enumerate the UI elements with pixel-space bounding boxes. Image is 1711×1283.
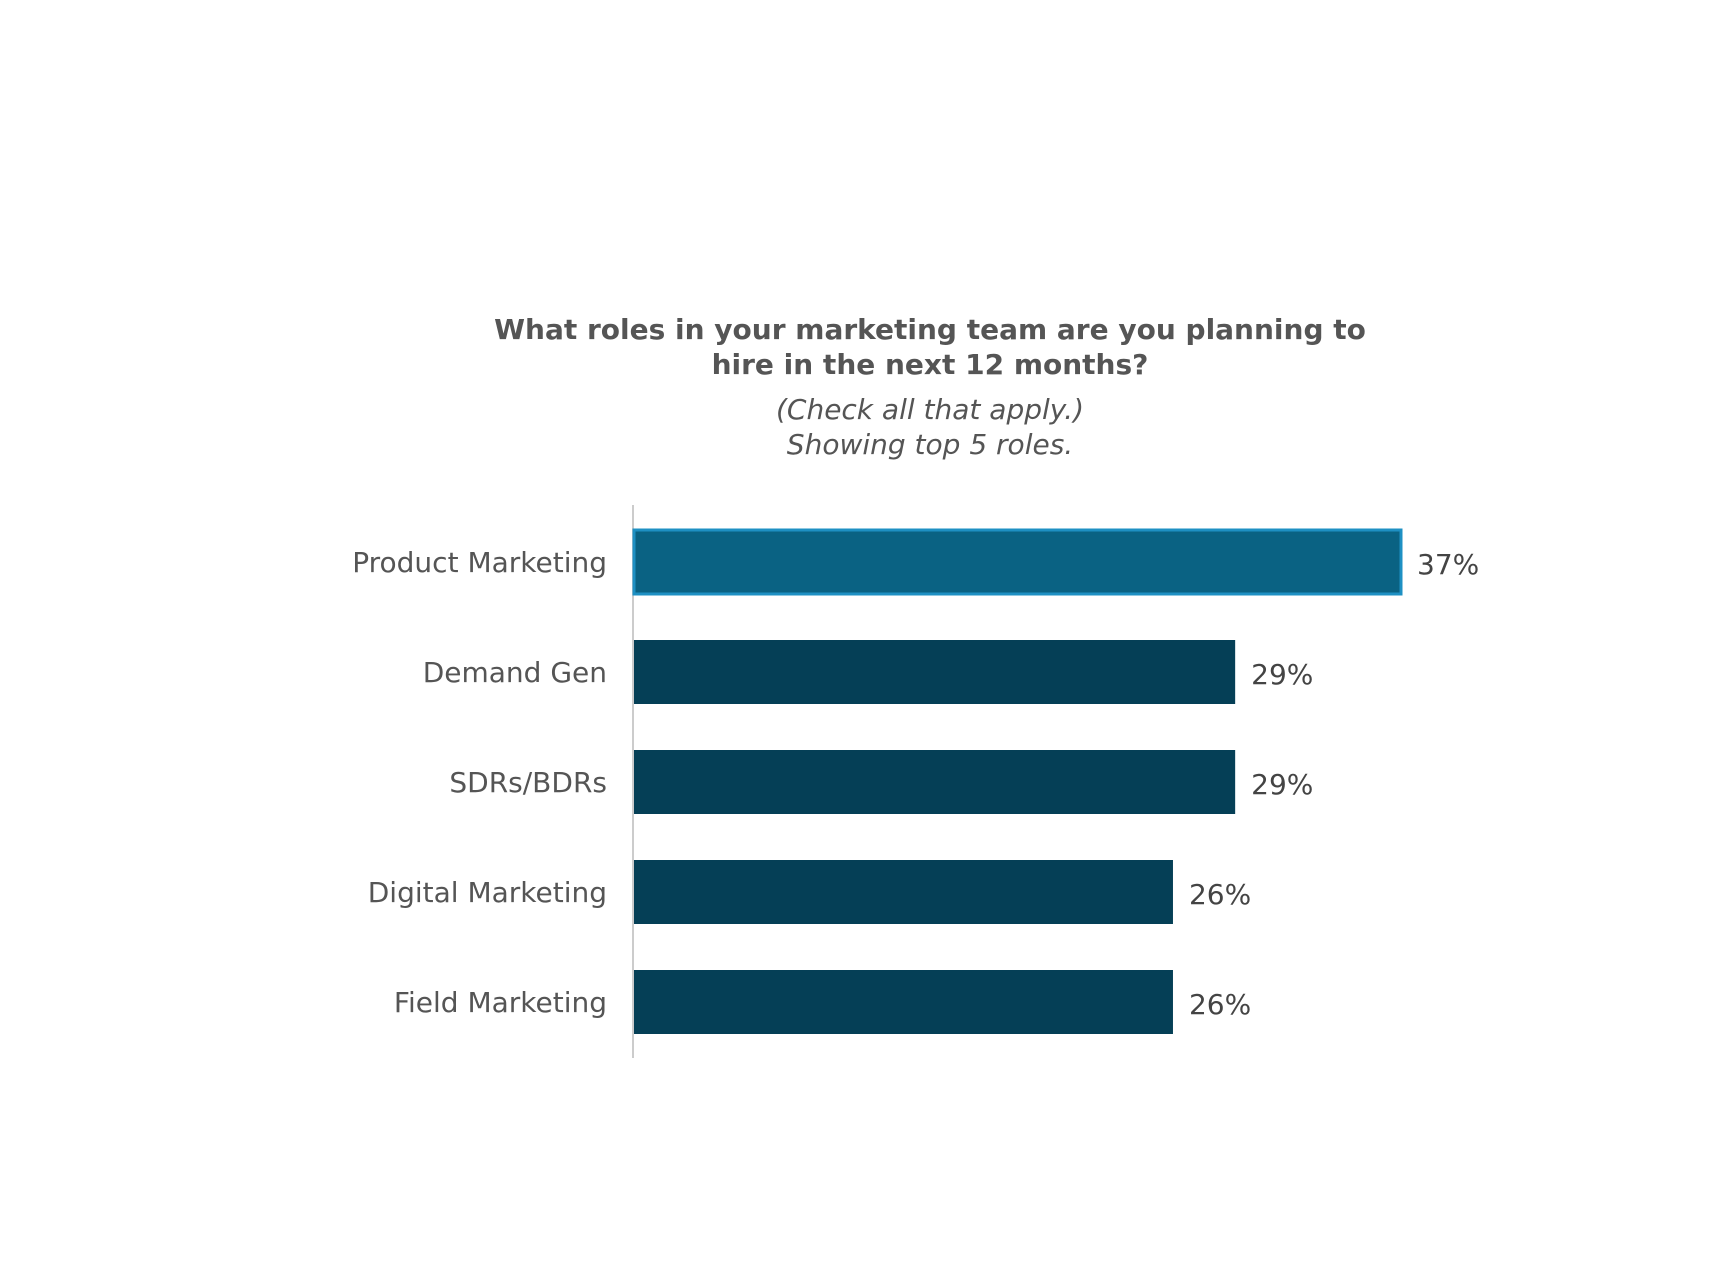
value-label-4: 26% [1189,988,1251,1021]
bar-1 [634,640,1236,704]
bar-2 [634,750,1236,814]
value-label-3: 26% [1189,878,1251,911]
value-label-2: 29% [1251,768,1313,801]
chart-title-line-2: hire in the next 12 months? [712,348,1149,381]
chart-subtitle-line-2: Showing top 5 roles. [787,428,1073,461]
category-label-1: Demand Gen [423,656,607,689]
bar-4 [634,970,1173,1034]
value-label-1: 29% [1251,658,1313,691]
bar-0 [632,528,1403,596]
value-label-0: 37% [1417,548,1479,581]
bar-3 [634,860,1173,924]
category-label-4: Field Marketing [394,986,607,1019]
category-label-3: Digital Marketing [368,876,607,909]
category-label-2: SDRs/BDRs [449,766,607,799]
bars-layer: Product Marketing 37% Demand Gen 29% SDRs/BD… [352,528,1479,1034]
chart-title: What roles in your marketing team are yo… [494,313,1366,381]
chart-title-line-1: What roles in your marketing team are yo… [494,313,1366,346]
chart-subtitle-line-1: (Check all that apply.) [776,393,1084,426]
category-label-0: Product Marketing [352,546,607,579]
chart-subtitle: (Check all that apply.) Showing top 5 ro… [776,393,1084,461]
